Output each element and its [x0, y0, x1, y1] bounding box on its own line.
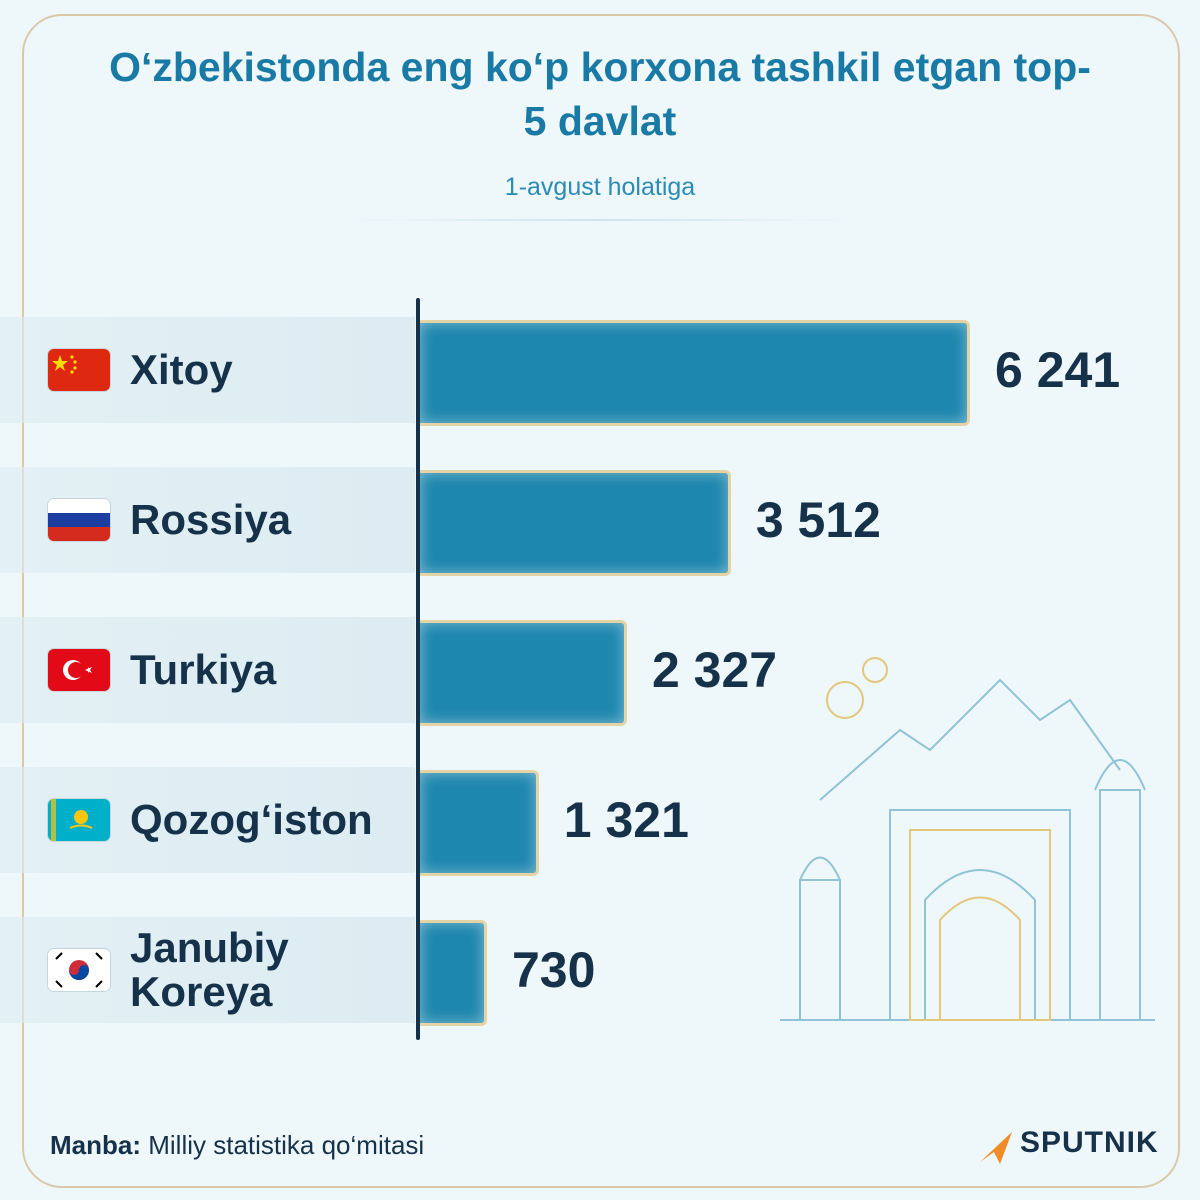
source-text: Milliy statistika qo‘mitasi: [148, 1130, 425, 1160]
logo-mark: [980, 1132, 1012, 1164]
flag-icon: [48, 799, 110, 841]
chart-subtitle: 1-avgust holatiga: [504, 173, 696, 201]
value-label: 730: [511, 942, 596, 998]
flag: [48, 949, 110, 991]
value-label: 2 327: [651, 642, 778, 698]
source-label: Manba:: [50, 1130, 141, 1160]
category-label: Rossiya: [130, 496, 292, 543]
flag: [48, 499, 110, 541]
category-label: Xitoy: [130, 346, 233, 393]
chart-title: O‘zbekistonda eng ko‘p korxona tashkil e…: [109, 44, 1091, 144]
flag: [48, 799, 110, 841]
source: Manba: Milliy statistika qo‘mitasi: [50, 1130, 424, 1161]
flag-icon: [48, 949, 110, 991]
axis-line: [416, 298, 420, 1040]
flag-icon: [48, 499, 110, 541]
separator: [350, 219, 850, 221]
value-label: 3 512: [755, 492, 881, 548]
flag-icon: [48, 649, 110, 691]
bar: [420, 470, 731, 576]
value-label: 6 241: [995, 342, 1121, 398]
category-label: Qozog‘iston: [130, 796, 373, 843]
value-label: 1 321: [563, 792, 689, 848]
category-label: Turkiya: [130, 646, 277, 693]
bar: [420, 920, 487, 1026]
bar: [420, 320, 970, 426]
flag-icon: [48, 349, 110, 391]
flag: [48, 649, 110, 691]
bar: [420, 620, 627, 726]
logo: SPUTNIK: [1020, 1126, 1159, 1159]
frame: [22, 14, 1180, 1188]
flag: [48, 349, 110, 391]
bar: [420, 770, 539, 876]
category-label: Janubiy Koreya: [130, 924, 289, 1015]
illustration: [780, 657, 1155, 1021]
